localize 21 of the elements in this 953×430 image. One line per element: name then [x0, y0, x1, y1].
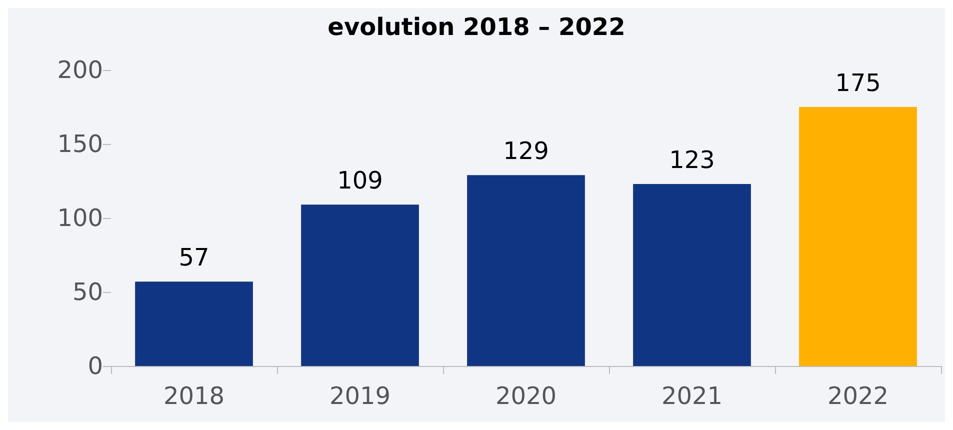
y-tick-label: 150 [57, 130, 103, 158]
x-tick-label: 2022 [827, 382, 889, 410]
bar [467, 175, 585, 366]
data-label: 129 [503, 137, 549, 166]
x-tick-label: 2020 [495, 382, 557, 410]
y-tick-label: 100 [57, 204, 103, 232]
x-tick-label: 2019 [329, 382, 391, 410]
bar [633, 184, 751, 366]
data-label: 175 [835, 69, 881, 97]
bar [301, 204, 419, 366]
data-label: 109 [337, 166, 383, 195]
y-tick-label: 50 [72, 278, 103, 306]
x-tick-label: 2018 [163, 382, 225, 410]
y-tick-label: 0 [88, 352, 103, 380]
data-label: 57 [178, 244, 210, 272]
x-tick-label: 2021 [661, 382, 723, 410]
y-tick-label: 200 [57, 56, 103, 84]
bar [799, 107, 917, 366]
chart-title: evolution 2018 – 2022 [328, 13, 626, 41]
data-label: 123 [669, 146, 715, 174]
bar [135, 282, 253, 366]
